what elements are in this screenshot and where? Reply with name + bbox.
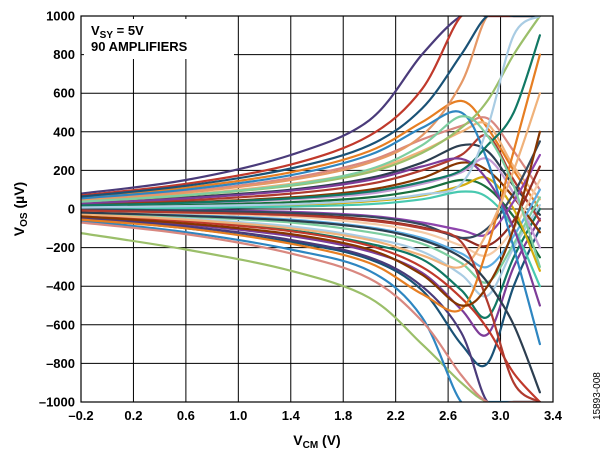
y-tick-label: 400	[53, 124, 75, 139]
y-tick-label: 200	[53, 163, 75, 178]
x-tick-label: 3.4	[544, 408, 563, 423]
x-tick-label: 1.8	[334, 408, 352, 423]
series-line-33	[81, 157, 541, 307]
series-line-30	[81, 53, 541, 313]
series-line-25	[81, 16, 541, 202]
x-tick-label: 0.6	[177, 408, 195, 423]
x-tick-label: 0.2	[124, 408, 142, 423]
series-line-34	[81, 92, 541, 269]
x-tick-label: 1.4	[282, 408, 301, 423]
series-line-13	[81, 134, 541, 222]
x-tick-label: 2.6	[439, 408, 457, 423]
plot-frame	[80, 15, 554, 403]
series-line-24	[81, 140, 541, 240]
y-tick-label: 800	[53, 47, 75, 62]
series-line-35	[81, 34, 541, 207]
x-axis-title: VCM (V)	[293, 432, 340, 451]
series-line-40	[81, 130, 541, 307]
series-line-3	[81, 16, 541, 197]
annotation-line-2: 90 AMPLIFIERS	[91, 39, 188, 54]
y-tick-label: 0	[68, 202, 75, 217]
x-tick-label: –0.2	[68, 408, 93, 423]
annotation-box	[84, 19, 234, 59]
series-line-39	[81, 115, 541, 268]
y-tick-label: 600	[53, 86, 75, 101]
series-line-38	[81, 209, 541, 402]
series-line-29	[81, 110, 541, 346]
y-tick-label: 1000	[46, 9, 75, 24]
series-line-31	[81, 16, 541, 198]
figure-id: 15893-008	[592, 372, 603, 420]
series-line-4	[81, 219, 541, 402]
y-tick-label: –800	[46, 356, 75, 371]
y-tick-label: –200	[46, 240, 75, 255]
y-tick-labels: 1000 800 600 400 200 0 –200 –400 –600 –800 –1000	[39, 9, 75, 410]
series-line-37	[81, 16, 541, 209]
annotation-line-1: VSY = 5V	[91, 23, 144, 41]
y-tick-label: –400	[46, 279, 75, 294]
y-tick-label: –600	[46, 317, 75, 332]
y-axis-title: VOS (µV)	[11, 182, 30, 236]
series-line-5	[81, 99, 541, 211]
x-tick-label: 2.2	[387, 408, 405, 423]
series-line-36	[81, 211, 541, 394]
series-line-32	[81, 221, 541, 402]
x-tick-labels: –0.2 0.2 0.6 1.0 1.4 1.8 2.2 2.6 3.0 3.4	[68, 408, 562, 423]
data-series-group	[81, 16, 541, 402]
series-line-1	[81, 16, 541, 195]
series-line-26	[81, 216, 541, 402]
y-tick-label: –1000	[39, 395, 75, 410]
series-line-2	[81, 232, 541, 402]
x-tick-label: 1.0	[229, 408, 247, 423]
x-tick-label: 3.0	[492, 408, 510, 423]
